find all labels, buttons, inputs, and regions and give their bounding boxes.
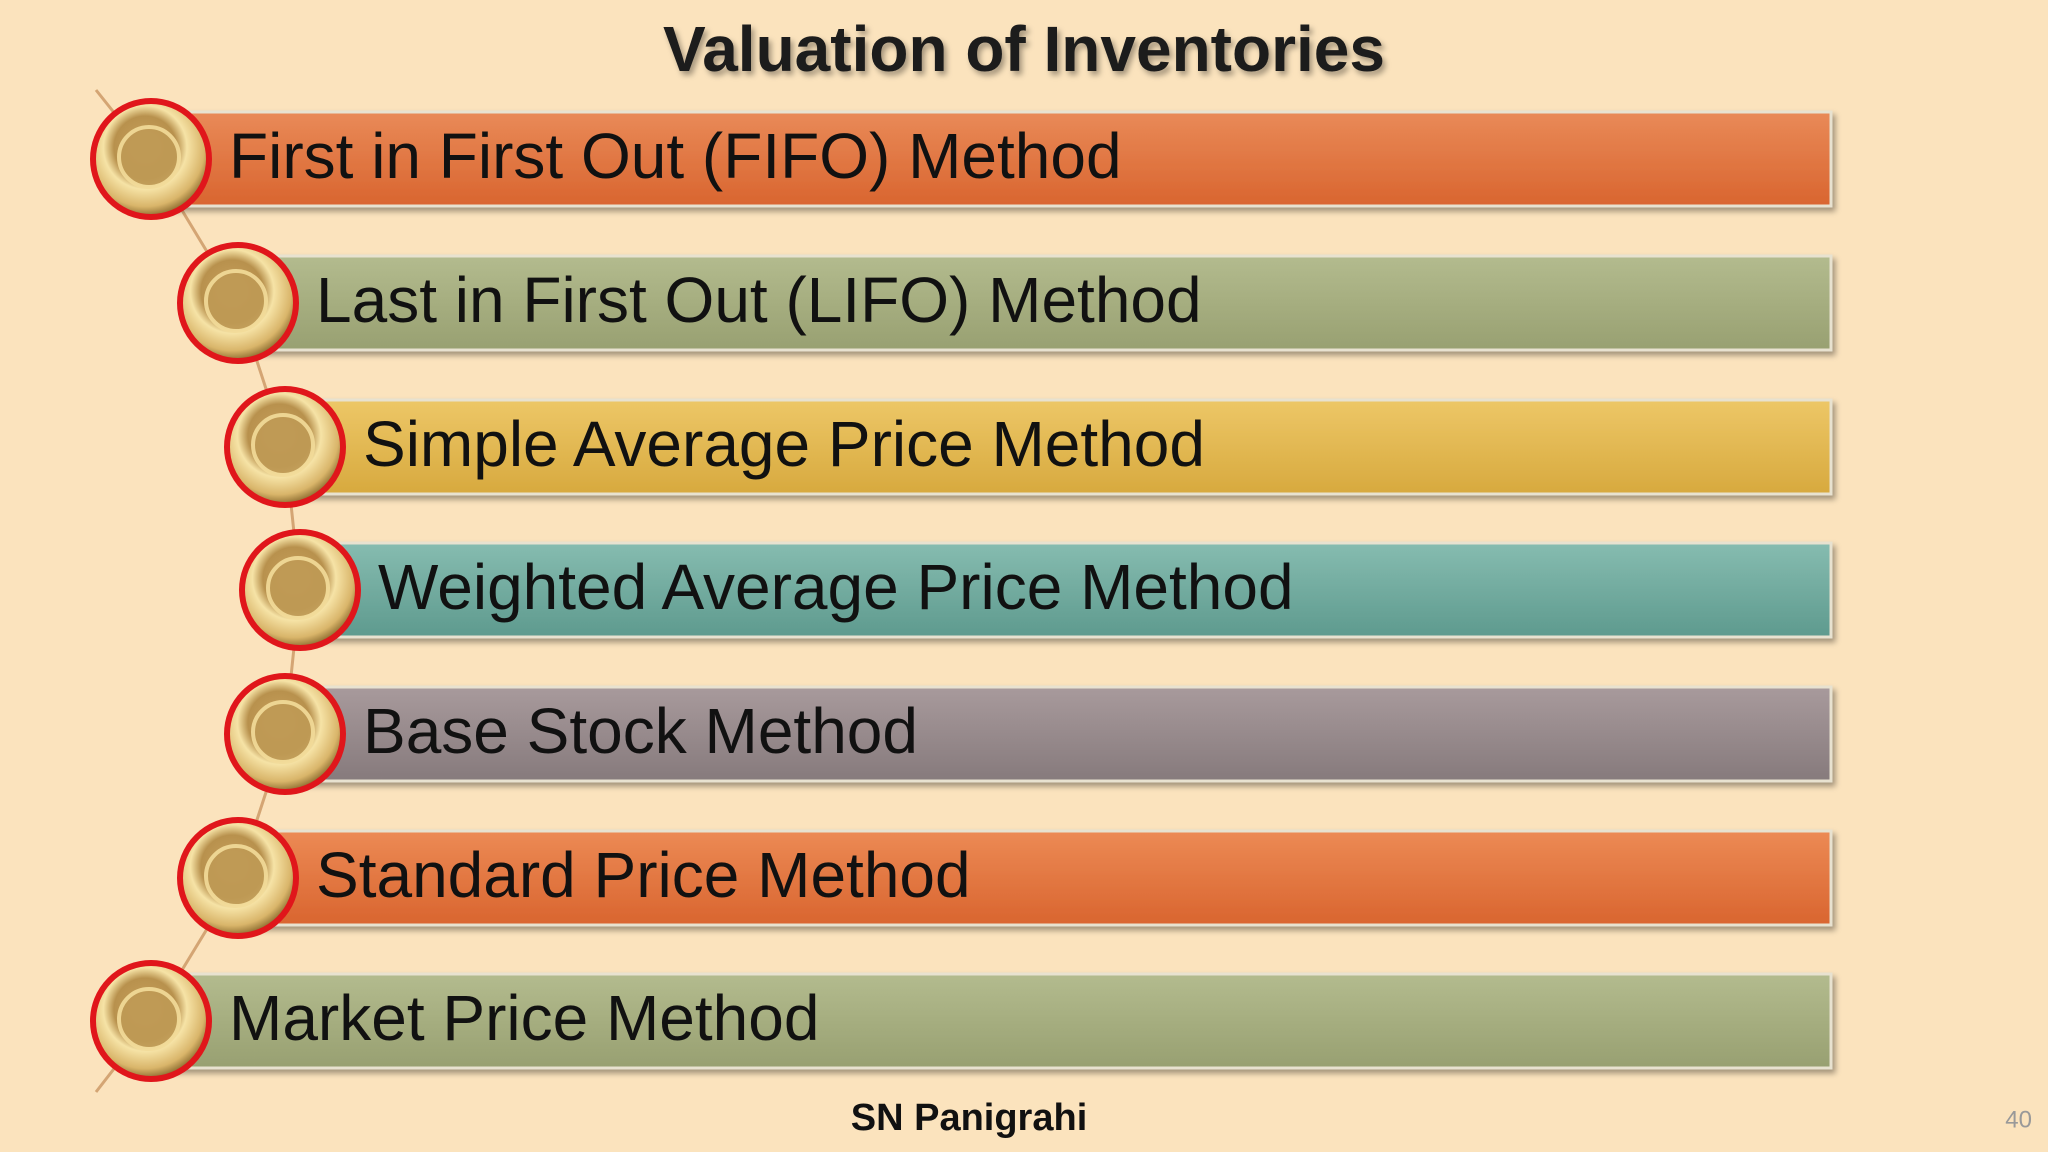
item-list: First in First Out (FIFO) Method Last in … (90, 89, 1833, 1093)
item-label: Market Price Method (229, 982, 819, 1054)
item-bullet-inner (266, 556, 330, 620)
item-bullet-inner (204, 844, 268, 908)
item-bullet-inner (251, 700, 315, 764)
item-bullet-inner (117, 125, 181, 189)
item-label: Base Stock Method (363, 695, 918, 767)
item-label: First in First Out (FIFO) Method (229, 120, 1122, 192)
item-bar (298, 541, 1833, 639)
item-bar (149, 110, 1833, 208)
item-bar (236, 829, 1833, 927)
author: SN Panigrahi (851, 1097, 1088, 1139)
item-bar (283, 398, 1833, 496)
page-number: 40 (2005, 1106, 2032, 1133)
slide-title: Valuation of Inventories (663, 13, 1385, 85)
item-bar (283, 685, 1833, 783)
item-bar (236, 254, 1833, 352)
item-label: Weighted Average Price Method (378, 551, 1294, 623)
item-bullet-inner (204, 269, 268, 333)
item-label: Simple Average Price Method (363, 408, 1205, 480)
item-label: Standard Price Method (316, 839, 971, 911)
item-bullet-inner (251, 413, 315, 477)
item-bullet-inner (117, 987, 181, 1051)
item-label: Last in First Out (LIFO) Method (316, 264, 1202, 336)
item-bar (149, 972, 1833, 1070)
